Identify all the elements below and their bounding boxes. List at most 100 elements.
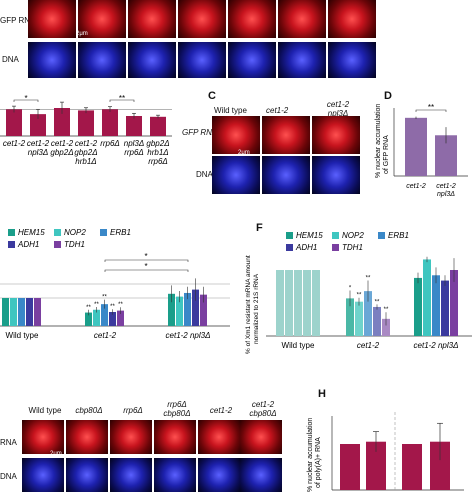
panel-d-xlabel-1: cet1-2 (406, 183, 426, 190)
panel-a-dna-image (28, 42, 76, 78)
panel-f-bar (364, 291, 372, 336)
panel-d-ylabel-1: % nuclear accumulation (375, 104, 382, 178)
panel-e-legend-swatch (54, 241, 61, 248)
panel-a-dna-image (78, 42, 126, 78)
panel-h-bar (430, 441, 450, 490)
panel-f-bar (432, 275, 440, 336)
panel-e-legend-label: HEM15 (18, 228, 45, 237)
panel-h-ylabel-2: of poly(A)+ RNA (315, 437, 322, 488)
panel-e-sig-bracket-2 (104, 259, 189, 262)
panel-f-sig-mark: ** (357, 293, 362, 299)
panel-b-sig-2: ** (119, 94, 125, 103)
panel-h-chart: % nuclear accumulation of poly(A)+ RNA (307, 412, 464, 492)
panel-a-gfp-image (328, 0, 376, 38)
panel-b-bar (54, 108, 70, 136)
panel-f-bar (373, 306, 381, 336)
panel-c-col1: Wild type (214, 106, 247, 115)
panel-c-img-wt-gfp (212, 116, 260, 154)
panel-g-dna-image (198, 458, 240, 492)
panel-f-bar (382, 318, 390, 336)
panel-f-legend-swatch (286, 244, 293, 251)
panel-e-group-label: cet1-2 (94, 331, 117, 340)
panel-f-bar (346, 298, 354, 336)
panel-g-rna-image (66, 420, 108, 454)
panel-e-sig-mark: ** (102, 295, 107, 301)
panel-b-category-label: npl3Δ (28, 148, 49, 157)
panel-f-legend-swatch (332, 232, 339, 239)
panel-b-category-label: cet1-2 (27, 139, 50, 148)
panel-b-category-label: rrp6Δ (124, 148, 144, 157)
panel-g-rna-image (22, 420, 64, 454)
panel-e-legend-label: NOP2 (64, 228, 86, 237)
panel-f-ylabel-2: normalized to 21S rRNA (253, 273, 260, 344)
panel-b-sig-bracket-2 (109, 99, 135, 102)
panel-f-bar (303, 270, 311, 336)
panel-d-xlabel-2b: npl3Δ (437, 191, 455, 198)
panel-g-dna-image (110, 458, 152, 492)
panel-b-bar (6, 109, 22, 136)
panel-g-dna-image (66, 458, 108, 492)
panel-g-scale: 2μm (50, 451, 62, 457)
panel-f-legend-label: ERB1 (388, 231, 409, 240)
panel-b-category-label: gbp2Δ (50, 148, 73, 157)
panel-a-gfp-image (178, 0, 226, 38)
panel-e-sig-mark: ** (110, 304, 115, 310)
panel-a-row-dna: DNA (2, 55, 19, 64)
panel-e-sig-1: * (144, 262, 147, 271)
panel-e-legend-label: ADH1 (17, 240, 39, 249)
panel-c-col3: cet1-2 npl3Δ (318, 100, 358, 118)
panel-f-bar (312, 270, 320, 336)
panel-c-col2: cet1-2 (266, 106, 289, 115)
panel-e-bar (2, 298, 9, 326)
panel-c-row-dna: DNA (196, 170, 213, 179)
panel-c-scale: 2μm (238, 150, 250, 156)
panel-f-legend-swatch (286, 232, 293, 239)
panel-c-img-npl-dna (312, 156, 360, 194)
panel-g-rna-image (110, 420, 152, 454)
panel-e-bar (85, 312, 92, 326)
panel-b-bar (126, 116, 142, 136)
panel-e-bar (168, 293, 175, 326)
panel-h-bar (366, 441, 386, 490)
panel-e-bar (184, 292, 191, 326)
panel-c-label: C (208, 90, 216, 102)
panel-b-category-label: hrb1Δ (147, 148, 168, 157)
panel-f-group-label: cet1-2 npl3Δ (414, 341, 459, 350)
panel-g-column-label: cet1-2 (209, 406, 233, 415)
panel-e-legend-swatch (8, 241, 15, 248)
panel-e-legend-swatch (100, 229, 107, 236)
panel-f-bar (450, 270, 458, 336)
panel-a-dna-image (328, 42, 376, 78)
panel-a-row-gfp: GFP RNA (0, 16, 36, 25)
panel-a-gfp-image (128, 0, 176, 38)
panel-c-img-wt-dna (212, 156, 260, 194)
panel-d-ylabel-2: of GFP RNA (383, 135, 390, 174)
panel-a-dna-image (278, 42, 326, 78)
panel-h-bar (340, 444, 360, 490)
panel-b-category-label: cet1-2 (75, 139, 98, 148)
panel-a-dna-image (228, 42, 276, 78)
panel-e-bar (10, 298, 17, 326)
panel-h-label: H (318, 388, 326, 400)
panel-d-sig: ** (428, 103, 434, 112)
panel-f-sig-mark: ** (375, 299, 380, 305)
panel-b-bar (102, 109, 118, 136)
panel-f-sig-mark: * (349, 285, 352, 291)
panel-g-row-gfp: RNA (0, 438, 17, 447)
panel-g-rna-image (240, 420, 282, 454)
panel-f-legend-label: TDH1 (342, 243, 363, 252)
panel-f-bar (441, 280, 449, 336)
panel-d-bar (405, 117, 427, 176)
panel-f-legend-label: HEM15 (296, 231, 323, 240)
panel-g-rna-image (154, 420, 196, 454)
panel-h-bar (402, 444, 422, 490)
panel-e-bar (200, 294, 207, 326)
panel-g-column-label: rrp6Δ cbp80Δ (163, 400, 191, 418)
panel-e-bar (117, 310, 124, 326)
panel-e-bar (101, 304, 108, 326)
panel-c-img-cet-gfp (262, 116, 310, 154)
panel-f-label: F (256, 222, 263, 234)
panel-e-sig-2: * (144, 252, 147, 261)
panel-e-legend-label: ERB1 (110, 228, 131, 237)
